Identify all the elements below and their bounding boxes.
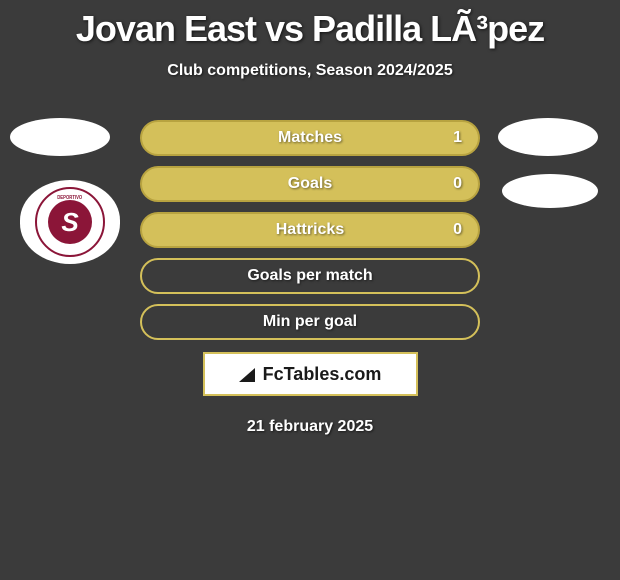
badge-ring: DEPORTIVO S bbox=[35, 187, 105, 257]
stat-label: Goals per match bbox=[247, 267, 372, 285]
stat-label: Hattricks bbox=[276, 221, 344, 239]
fctables-logo[interactable]: FcTables.com bbox=[203, 352, 418, 396]
chart-icon bbox=[239, 366, 257, 382]
stat-row-min-per-goal: Min per goal bbox=[140, 304, 480, 340]
page-title: Jovan East vs Padilla LÃ³pez bbox=[0, 8, 620, 50]
stat-row-goals-per-match: Goals per match bbox=[140, 258, 480, 294]
player-right-avatar bbox=[498, 118, 598, 156]
subtitle: Club competitions, Season 2024/2025 bbox=[0, 62, 620, 80]
stat-row-goals: Goals 0 bbox=[140, 166, 480, 202]
logo-text: FcTables.com bbox=[263, 364, 382, 385]
stat-row-matches: Matches 1 bbox=[140, 120, 480, 156]
club-right-avatar bbox=[502, 174, 598, 208]
club-badge-left: DEPORTIVO S bbox=[20, 180, 120, 264]
stat-label: Matches bbox=[278, 129, 342, 147]
stats-list: Matches 1 Goals 0 Hattricks 0 Goals per … bbox=[140, 120, 480, 340]
player-left-avatar bbox=[10, 118, 110, 156]
badge-letter: S bbox=[48, 200, 92, 244]
comparison-card: Jovan East vs Padilla LÃ³pez Club compet… bbox=[0, 0, 620, 436]
stat-value: 0 bbox=[453, 221, 462, 239]
stat-label: Min per goal bbox=[263, 313, 357, 331]
stat-value: 1 bbox=[453, 129, 462, 147]
date-text: 21 february 2025 bbox=[0, 418, 620, 436]
stat-row-hattricks: Hattricks 0 bbox=[140, 212, 480, 248]
badge-top-text: DEPORTIVO bbox=[57, 195, 82, 201]
stat-label: Goals bbox=[288, 175, 332, 193]
stat-value: 0 bbox=[453, 175, 462, 193]
